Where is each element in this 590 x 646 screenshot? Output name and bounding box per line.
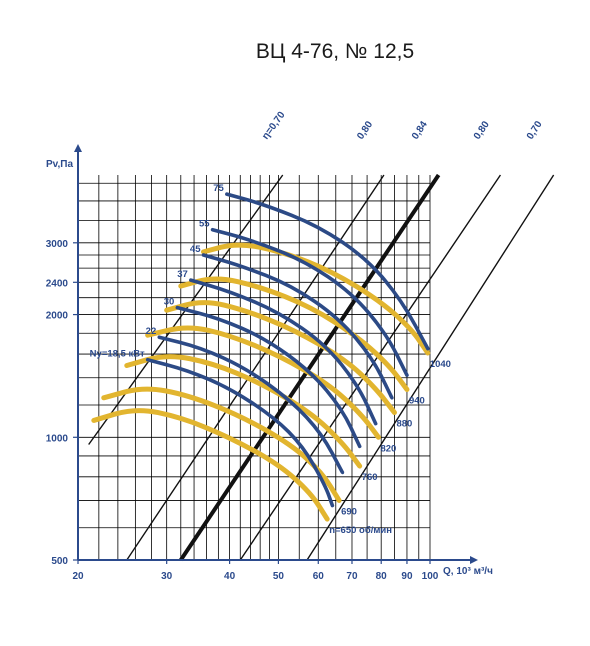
- efficiency-line: [239, 174, 502, 561]
- speed-label: n=650 об/мин: [329, 525, 392, 536]
- x-tick-label: 100: [422, 571, 439, 582]
- efficiency-label: 0,84: [410, 119, 430, 142]
- y-tick-label: 2000: [46, 311, 69, 322]
- efficiency-label: η=0,70: [260, 109, 288, 141]
- speed-curve: [145, 325, 381, 440]
- y-axis-arrow: [74, 144, 82, 152]
- power-curve: [210, 227, 409, 378]
- power-curve: [175, 305, 362, 449]
- chart-title: ВЦ 4-76, № 12,5: [256, 40, 414, 63]
- speed-curve: [91, 408, 330, 522]
- efficiency-line: [306, 174, 555, 561]
- speed-curve: [101, 386, 342, 503]
- power-label: 45: [190, 244, 201, 255]
- speed-label: 940: [409, 395, 425, 406]
- y-tick-label: 500: [51, 556, 68, 567]
- speed-curve: [200, 242, 431, 356]
- axes: 20 30 40 50 60 70 80 90 100 500 1000 2000 2400 3000: [46, 144, 478, 582]
- speed-label: 1040: [430, 359, 451, 370]
- x-tick-label: 90: [401, 571, 413, 582]
- x-tick-label: 30: [161, 571, 173, 582]
- efficiency-line: [179, 173, 441, 562]
- power-curve: [225, 192, 430, 351]
- x-axis-label: Q, 10³ м³/ч: [443, 566, 493, 577]
- power-label: 30: [164, 297, 175, 308]
- power-curve: [157, 335, 345, 475]
- x-tick-label: 80: [376, 571, 388, 582]
- speed-label: 820: [380, 443, 396, 454]
- x-tick-label: 20: [72, 571, 84, 582]
- efficiency-label: 0,70: [525, 119, 545, 142]
- power-label: Ny=18,5 кВт: [90, 349, 145, 360]
- power-label: 75: [213, 183, 224, 194]
- x-tick-label: 40: [224, 571, 236, 582]
- power-curves: Ny=18,5 кВт 22 30 37 45 55 75: [90, 183, 430, 508]
- speed-curve: [164, 300, 397, 416]
- speed-label: 690: [341, 506, 357, 517]
- speed-curves: n=650 об/мин 690 760 820 880 940 1040: [91, 242, 451, 536]
- x-tick-label: 50: [273, 571, 285, 582]
- y-tick-label: 2400: [46, 278, 69, 289]
- efficiency-label: 0,80: [355, 119, 375, 142]
- y-tick-label: 3000: [46, 239, 69, 250]
- power-curve: [189, 278, 378, 426]
- x-axis-arrow: [470, 556, 478, 564]
- speed-label: 880: [396, 419, 412, 430]
- x-tick-label: 70: [346, 571, 358, 582]
- y-axis-label: Pv,Па: [46, 159, 73, 170]
- power-curve: [145, 357, 335, 508]
- power-label: 55: [199, 219, 210, 230]
- power-label: 22: [146, 326, 157, 337]
- power-label: 37: [177, 269, 188, 280]
- y-tick-label: 1000: [46, 433, 69, 444]
- x-tick-label: 60: [313, 571, 325, 582]
- power-curve: [201, 253, 394, 400]
- speed-curve: [178, 276, 410, 392]
- efficiency-label: 0,80: [472, 119, 492, 142]
- speed-label: 760: [362, 472, 378, 483]
